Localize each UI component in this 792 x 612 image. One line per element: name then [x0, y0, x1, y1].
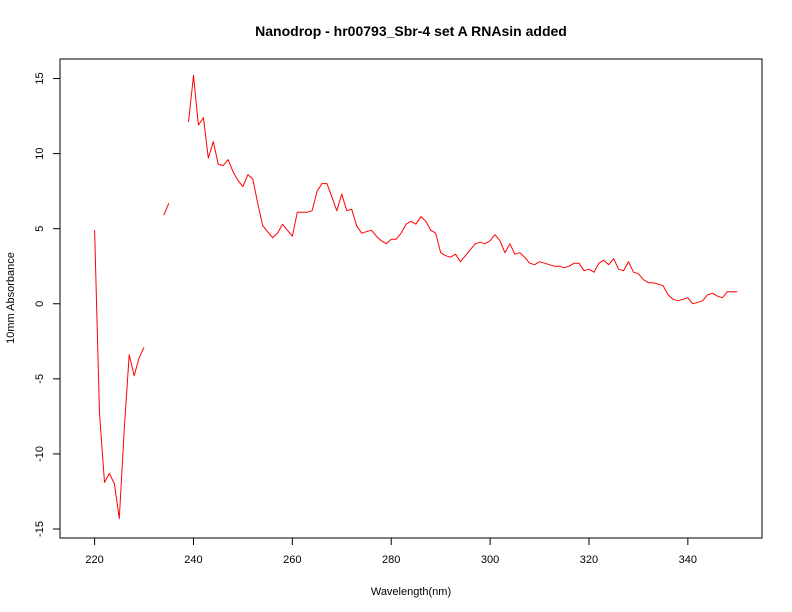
- y-tick-label: 10: [34, 147, 46, 159]
- series-layer: [94, 75, 738, 519]
- x-tick-label: 260: [283, 554, 301, 566]
- plot-frame: [59, 58, 763, 539]
- y-axis-label: 10mm Absorbance: [5, 252, 17, 344]
- x-tick-label: 240: [184, 554, 202, 566]
- x-tick-label: 320: [580, 554, 598, 566]
- y-tick-label: -10: [34, 446, 46, 462]
- y-tick-label: -5: [34, 374, 46, 384]
- x-axis-label: Wavelength(nm): [371, 586, 451, 598]
- x-tick-label: 300: [481, 554, 499, 566]
- x-tick-label: 340: [679, 554, 697, 566]
- absorbance-line-segment: [188, 75, 738, 305]
- y-tick-label: 15: [34, 72, 46, 84]
- y-axis: -15 -10 -5 0 5 10 15: [34, 72, 61, 537]
- x-tick-label: 220: [85, 554, 103, 566]
- y-tick-label: -15: [34, 521, 46, 537]
- x-tick-label: 280: [382, 554, 400, 566]
- y-tick-label: 0: [34, 301, 46, 307]
- x-axis: 220 240 260 280 300 320 340: [85, 537, 697, 566]
- absorbance-line-segment: [163, 203, 170, 216]
- y-tick-label: 5: [34, 226, 46, 232]
- absorbance-line-segment: [94, 230, 145, 519]
- chart-title: Nanodrop - hr00793_Sbr-4 set A RNAsin ad…: [255, 23, 567, 39]
